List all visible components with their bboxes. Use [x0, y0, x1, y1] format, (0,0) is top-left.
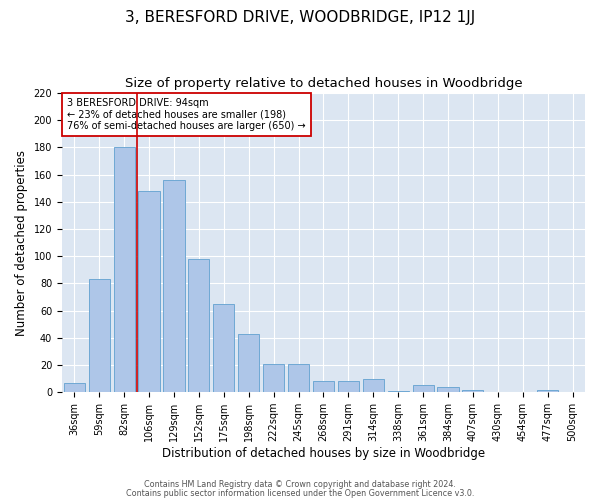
- Bar: [388, 391, 409, 392]
- Bar: [313, 382, 334, 392]
- Bar: [288, 364, 309, 392]
- Bar: [113, 148, 135, 392]
- Bar: [213, 304, 235, 392]
- Title: Size of property relative to detached houses in Woodbridge: Size of property relative to detached ho…: [125, 78, 522, 90]
- Bar: [188, 259, 209, 392]
- Bar: [537, 390, 558, 392]
- Bar: [139, 191, 160, 392]
- Bar: [163, 180, 185, 392]
- Bar: [64, 382, 85, 392]
- Bar: [463, 390, 484, 392]
- Text: 3 BERESFORD DRIVE: 94sqm
← 23% of detached houses are smaller (198)
76% of semi-: 3 BERESFORD DRIVE: 94sqm ← 23% of detach…: [67, 98, 306, 130]
- Bar: [437, 387, 458, 392]
- Bar: [413, 386, 434, 392]
- Bar: [338, 382, 359, 392]
- Text: 3, BERESFORD DRIVE, WOODBRIDGE, IP12 1JJ: 3, BERESFORD DRIVE, WOODBRIDGE, IP12 1JJ: [125, 10, 475, 25]
- Y-axis label: Number of detached properties: Number of detached properties: [15, 150, 28, 336]
- Text: Contains HM Land Registry data © Crown copyright and database right 2024.: Contains HM Land Registry data © Crown c…: [144, 480, 456, 489]
- Bar: [263, 364, 284, 392]
- X-axis label: Distribution of detached houses by size in Woodbridge: Distribution of detached houses by size …: [162, 447, 485, 460]
- Bar: [89, 280, 110, 392]
- Bar: [362, 378, 384, 392]
- Bar: [238, 334, 259, 392]
- Text: Contains public sector information licensed under the Open Government Licence v3: Contains public sector information licen…: [126, 489, 474, 498]
